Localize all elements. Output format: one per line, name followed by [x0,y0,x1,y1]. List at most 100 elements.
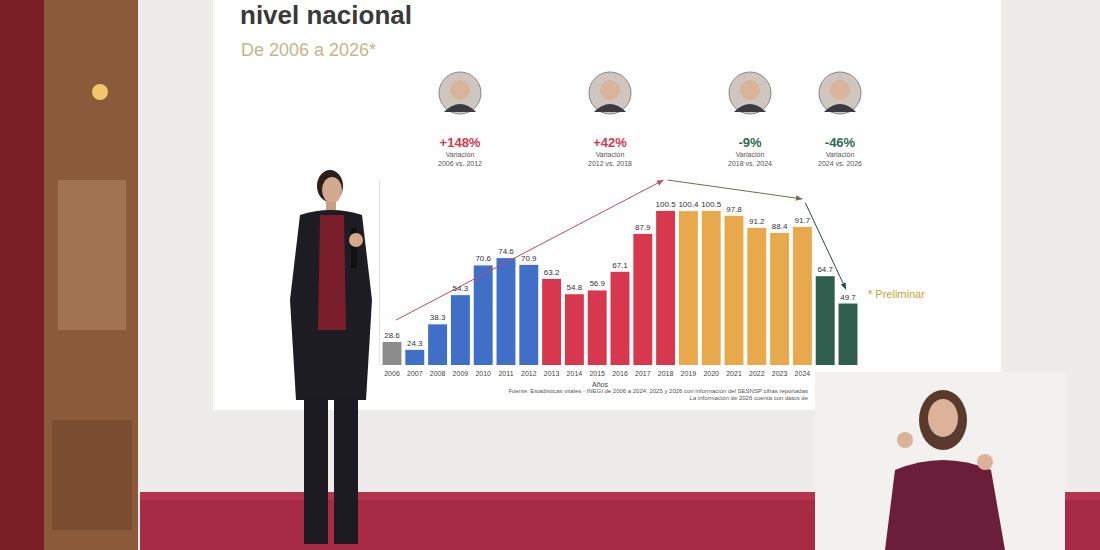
data-label: 100.5 [701,200,722,209]
portrait [819,72,861,114]
speaker-face [322,177,342,203]
portrait-body [824,104,856,112]
x-tick-label: 2009 [453,370,469,377]
subtitle: De 2006 a 2026* [241,40,376,60]
bar [633,234,652,365]
data-label: 100.5 [656,200,677,209]
trend-arrows [396,180,846,320]
arrow-head [657,180,664,185]
annotation-value: +42% [593,135,627,150]
speaker-jacket [290,210,372,400]
bars [383,211,858,365]
arrow-head [796,195,803,200]
x-tick-label: 2012 [521,370,537,377]
speaker-blouse [318,215,346,330]
annotation-value: -46% [825,135,856,150]
cabinet [44,0,140,550]
x-axis-title: Años [592,381,608,388]
x-tick-label: 2017 [635,370,651,377]
bar [702,211,721,365]
source-note: Fuente: Estadísticas vitales - INEGI de … [508,388,808,394]
data-label: 97.8 [726,205,742,214]
annotation-period: 2024 vs. 2026 [818,160,862,167]
data-label: 87.9 [635,223,651,232]
data-label: 70.9 [521,254,537,263]
portrait-body [444,104,476,112]
interpreter-body [885,460,1005,550]
annotation-label: Variación [826,151,855,158]
x-tick-label: 2019 [681,370,697,377]
interpreter [815,372,1065,550]
speaker [290,170,372,544]
trend-line [668,180,803,199]
portrait-face [740,80,760,100]
interpreter-box [815,372,1065,550]
interpreter-face [928,399,958,437]
bar [611,272,630,365]
bar [519,265,538,365]
data-label: 54.3 [453,284,469,293]
x-tick-label: 2011 [498,370,513,377]
bar [451,295,470,365]
x-tick-label: 2022 [749,370,765,377]
x-tick-label: 2013 [544,370,560,377]
interpreter-hand [977,454,993,470]
page: {"chart_data": { "type": "bar", "title":… [0,0,1100,550]
annotation-label: Variación [596,151,625,158]
bar [588,290,607,365]
bar [428,324,447,365]
arrow-head [841,283,846,290]
portrait [589,72,631,114]
x-tick-label: 2014 [567,370,583,377]
lamp [92,84,108,100]
speaker-leg [304,398,328,544]
portrait [729,72,771,114]
speaker-hand [349,233,363,247]
x-tick-label: 2016 [612,370,628,377]
data-label: 70.6 [475,254,491,263]
annotation-period: 2006 vs. 2012 [438,160,482,167]
cabinet-door [52,420,132,530]
data-label: 67.1 [612,261,628,270]
bar [770,233,789,365]
trend-line [805,203,846,290]
data-label: 74.6 [498,247,514,256]
bar [474,265,493,365]
x-tick-label: 2007 [407,370,423,377]
note: * Preliminar [868,288,925,300]
interpreter-hand [897,432,913,448]
x-tick-label: 2023 [772,370,788,377]
y-axis-line [379,179,380,365]
interpreter-hair [919,390,967,450]
data-label: 24.3 [407,339,423,348]
annotation-value: -9% [738,135,762,150]
portrait [439,72,481,114]
bar [565,294,584,365]
speaker-hair [317,170,343,202]
data-label: 54.8 [567,283,583,292]
x-tick-label: 2010 [475,370,491,377]
portrait-face [600,80,620,100]
wall [0,0,1100,550]
x-tick-label: 2021 [726,370,742,377]
portrait-face [830,80,850,100]
back-wall [138,0,1100,550]
data-label: 91.7 [795,216,811,225]
data-label: 91.2 [749,217,765,226]
data-label: 63.2 [544,268,560,277]
source-note: La información de 2026 cuenta con datos … [690,395,809,401]
trend-line [396,180,664,320]
cabinet-panel [58,180,126,330]
x-tick-label: 2006 [384,370,400,377]
bar [747,228,766,365]
x-tick-label: 2008 [430,370,446,377]
x-tick-label: 2020 [703,370,719,377]
x-tick-label: 2024 [795,370,811,377]
bar [656,211,675,365]
scene: nivel nacionalDe 2006 a 2026*28.624.338.… [0,0,1100,550]
bar [497,258,516,365]
portrait-face [450,80,470,100]
data-label: 28.6 [384,331,400,340]
data-label: 88.4 [772,222,788,231]
bar [793,227,812,365]
